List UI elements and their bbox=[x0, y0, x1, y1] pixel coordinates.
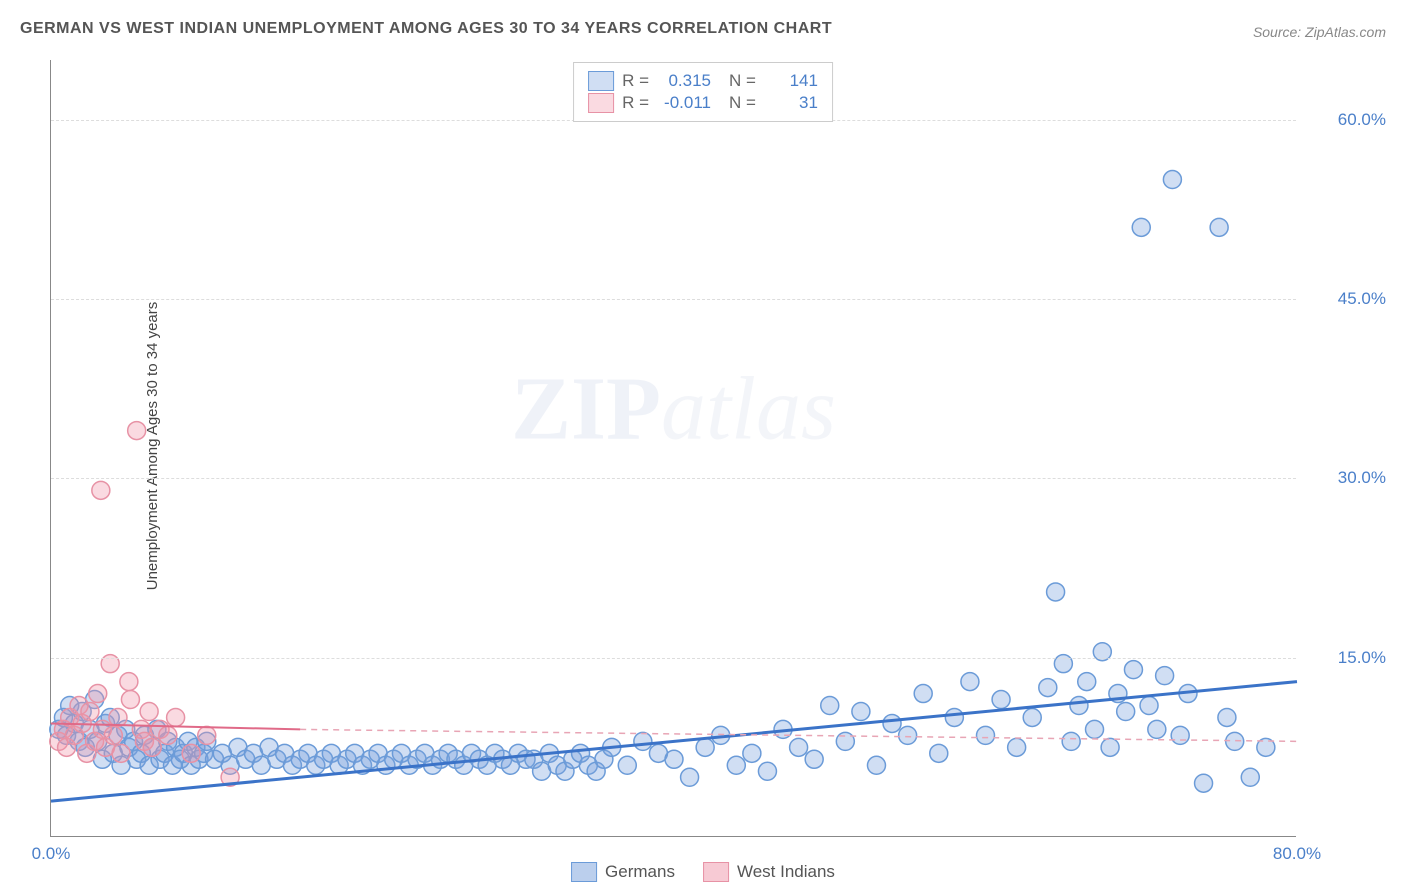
gridline bbox=[51, 658, 1296, 659]
scatter-plot bbox=[51, 60, 1296, 836]
data-point bbox=[1039, 679, 1057, 697]
data-point bbox=[81, 702, 99, 720]
x-tick-label: 80.0% bbox=[1273, 844, 1321, 864]
legend-item: Germans bbox=[571, 862, 675, 882]
stats-legend: R = 0.315 N = 141 R = -0.011 N = 31 bbox=[573, 62, 833, 122]
data-point bbox=[1078, 673, 1096, 691]
data-point bbox=[899, 726, 917, 744]
stats-row: R = -0.011 N = 31 bbox=[588, 93, 818, 113]
data-point bbox=[743, 744, 761, 762]
r-label: R = bbox=[622, 93, 649, 113]
data-point bbox=[1047, 583, 1065, 601]
data-point bbox=[1008, 738, 1026, 756]
data-point bbox=[1195, 774, 1213, 792]
data-point bbox=[1148, 720, 1166, 738]
data-point bbox=[120, 673, 138, 691]
gridline bbox=[51, 299, 1296, 300]
r-value: -0.011 bbox=[657, 93, 711, 113]
data-point bbox=[945, 708, 963, 726]
data-point bbox=[790, 738, 808, 756]
swatch-icon bbox=[703, 862, 729, 882]
data-point bbox=[1171, 726, 1189, 744]
n-label: N = bbox=[729, 93, 756, 113]
data-point bbox=[182, 744, 200, 762]
data-point bbox=[992, 691, 1010, 709]
data-point bbox=[1086, 720, 1104, 738]
data-point bbox=[681, 768, 699, 786]
data-point bbox=[104, 726, 122, 744]
data-point bbox=[143, 738, 161, 756]
y-tick-label: 45.0% bbox=[1338, 289, 1386, 309]
data-point bbox=[836, 732, 854, 750]
data-point bbox=[121, 691, 139, 709]
data-point bbox=[1241, 768, 1259, 786]
n-label: N = bbox=[729, 71, 756, 91]
chart-title: GERMAN VS WEST INDIAN UNEMPLOYMENT AMONG… bbox=[20, 20, 832, 38]
data-point bbox=[1218, 708, 1236, 726]
data-point bbox=[92, 481, 110, 499]
r-label: R = bbox=[622, 71, 649, 91]
data-point bbox=[1156, 667, 1174, 685]
legend-item: West Indians bbox=[703, 862, 835, 882]
legend-label: Germans bbox=[605, 862, 675, 882]
data-point bbox=[1023, 708, 1041, 726]
data-point bbox=[140, 702, 158, 720]
data-point bbox=[112, 744, 130, 762]
r-value: 0.315 bbox=[657, 71, 711, 91]
n-value: 141 bbox=[764, 71, 818, 91]
data-point bbox=[1124, 661, 1142, 679]
data-point bbox=[977, 726, 995, 744]
data-point bbox=[1070, 697, 1088, 715]
data-point bbox=[821, 697, 839, 715]
series-legend: Germans West Indians bbox=[571, 862, 835, 882]
data-point bbox=[1210, 218, 1228, 236]
data-point bbox=[1117, 702, 1135, 720]
legend-label: West Indians bbox=[737, 862, 835, 882]
data-point bbox=[883, 714, 901, 732]
swatch-icon bbox=[571, 862, 597, 882]
data-point bbox=[758, 762, 776, 780]
data-point bbox=[167, 708, 185, 726]
swatch-icon bbox=[588, 71, 614, 91]
data-point bbox=[930, 744, 948, 762]
data-point bbox=[1101, 738, 1119, 756]
data-point bbox=[696, 738, 714, 756]
data-point bbox=[128, 422, 146, 440]
data-point bbox=[914, 685, 932, 703]
data-point bbox=[805, 750, 823, 768]
data-point bbox=[634, 732, 652, 750]
x-tick-label: 0.0% bbox=[32, 844, 71, 864]
source-label: Source: ZipAtlas.com bbox=[1253, 24, 1386, 40]
data-point bbox=[867, 756, 885, 774]
data-point bbox=[961, 673, 979, 691]
y-tick-label: 60.0% bbox=[1338, 110, 1386, 130]
stats-row: R = 0.315 N = 141 bbox=[588, 71, 818, 91]
data-point bbox=[1132, 218, 1150, 236]
data-point bbox=[1062, 732, 1080, 750]
y-tick-label: 30.0% bbox=[1338, 468, 1386, 488]
data-point bbox=[727, 756, 745, 774]
data-point bbox=[665, 750, 683, 768]
data-point bbox=[89, 685, 107, 703]
data-point bbox=[159, 726, 177, 744]
n-value: 31 bbox=[764, 93, 818, 113]
data-point bbox=[1163, 171, 1181, 189]
y-tick-label: 15.0% bbox=[1338, 648, 1386, 668]
data-point bbox=[198, 726, 216, 744]
gridline bbox=[51, 478, 1296, 479]
data-point bbox=[109, 708, 127, 726]
chart-area: ZIPatlas 15.0%30.0%45.0%60.0%0.0%80.0% bbox=[50, 60, 1296, 837]
swatch-icon bbox=[588, 93, 614, 113]
data-point bbox=[618, 756, 636, 774]
data-point bbox=[852, 702, 870, 720]
data-point bbox=[1140, 697, 1158, 715]
